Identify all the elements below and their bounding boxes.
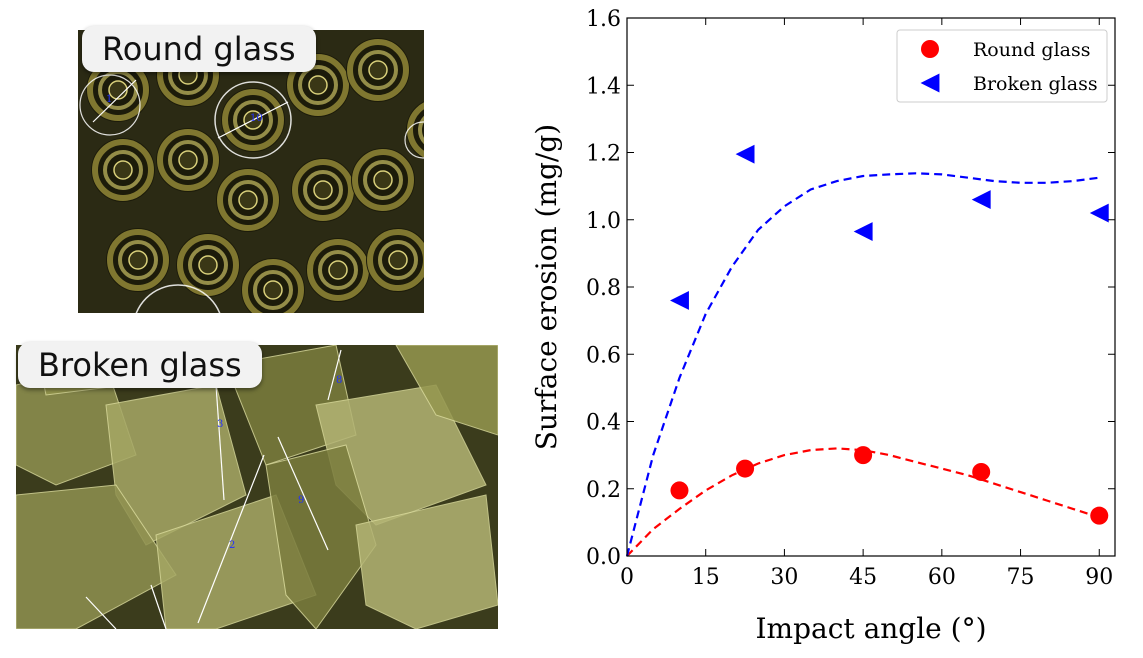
data-point-circle [854, 446, 873, 465]
glass-shard [395, 345, 498, 436]
round-glass-image: 1 10 [79, 38, 424, 313]
round-glass-photo: 1 10 [78, 30, 424, 313]
y-tick-label: 0.0 [586, 545, 621, 570]
glass-shard [265, 444, 377, 629]
x-tick-label: 30 [770, 565, 798, 590]
fit-curve [626, 447, 1100, 557]
round-glass-label: Round glass [82, 26, 316, 72]
measure-label: 2 [229, 540, 235, 551]
measure-label: 1 [106, 94, 112, 105]
measure-label: 10 [250, 113, 263, 124]
y-tick-label: 0.8 [586, 276, 621, 301]
data-point-triangle [1089, 203, 1109, 223]
broken-glass-photo: 3 8 9 2 [16, 345, 498, 629]
y-tick-label: 0.2 [586, 478, 621, 503]
broken-glass-label: Broken glass [18, 342, 262, 388]
data-point-triangle [971, 190, 991, 210]
y-tick-label: 0.4 [586, 411, 621, 436]
x-tick-label: 75 [1007, 565, 1035, 590]
y-tick-label: 1.2 [586, 142, 621, 167]
data-point-triangle [920, 73, 940, 93]
axis-ticks: 0 15 30 45 60 75 90 0.0 0.2 0.4 0.6 0.8 1.0 1.2 1.4 1.6 [586, 7, 1115, 590]
broken-glass-image: 3 8 9 2 [16, 345, 498, 629]
x-tick-label: 45 [849, 565, 877, 590]
measure-label: 8 [336, 375, 342, 386]
data-point-circle [972, 462, 991, 481]
measure-label: 3 [217, 419, 223, 430]
glass-shard [105, 384, 247, 546]
data-point-circle [921, 40, 939, 58]
y-tick-label: 1.0 [586, 209, 621, 234]
y-axis-label: Surface erosion (mg/g) [530, 124, 563, 450]
fit-curves [625, 172, 1100, 557]
data-point-circle [670, 481, 689, 500]
x-axis-label: Impact angle (°) [756, 612, 987, 645]
data-point-circle [1090, 506, 1109, 525]
glass-shard [16, 484, 177, 629]
y-tick-label: 1.4 [586, 74, 621, 99]
x-tick-label: 90 [1085, 565, 1113, 590]
measure-label: 9 [298, 495, 304, 506]
glass-bead [406, 101, 424, 159]
legend-label: Round glass [973, 39, 1091, 61]
x-tick-label: 0 [620, 565, 634, 590]
glass-shard [355, 494, 498, 629]
legend-label: Broken glass [973, 73, 1098, 95]
data-markers [670, 144, 1109, 525]
data-point-triangle [670, 291, 689, 310]
x-tick-label: 15 [692, 565, 720, 590]
data-point-triangle [735, 144, 755, 164]
data-point-triangle [853, 222, 873, 241]
x-tick-label: 60 [928, 565, 956, 590]
data-point-circle [736, 459, 755, 478]
y-tick-label: 0.6 [586, 343, 621, 368]
fit-curve [625, 172, 1100, 557]
legend: Round glass Broken glass [896, 29, 1108, 103]
y-tick-label: 1.6 [586, 7, 621, 32]
legend-box [896, 29, 1108, 103]
